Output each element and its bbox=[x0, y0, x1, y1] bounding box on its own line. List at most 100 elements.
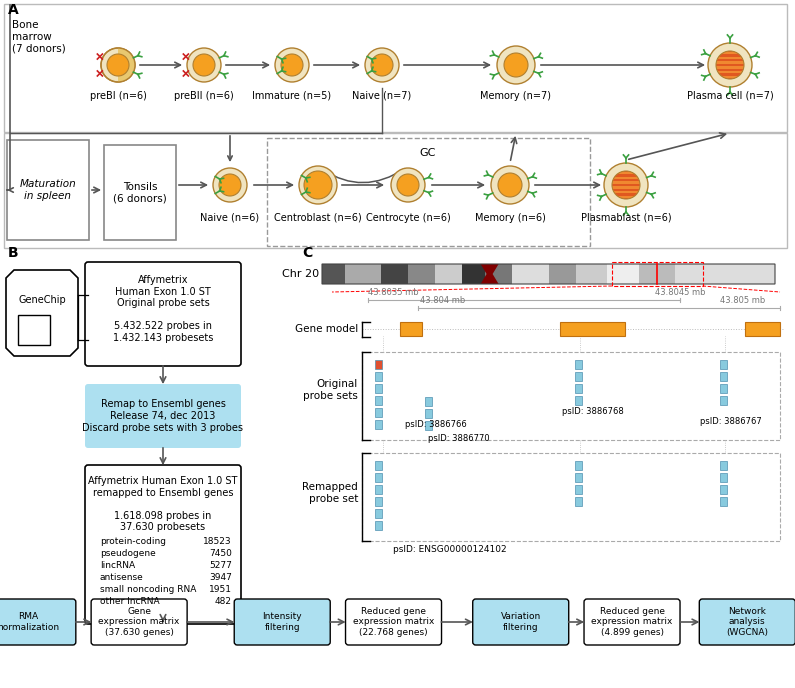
Bar bbox=[362, 352, 780, 440]
Text: 43.805 mb: 43.805 mb bbox=[720, 296, 766, 305]
Polygon shape bbox=[6, 270, 78, 356]
Text: GeneChip: GeneChip bbox=[18, 295, 66, 305]
Text: 7450: 7450 bbox=[209, 549, 232, 558]
Bar bbox=[375, 408, 382, 417]
Circle shape bbox=[101, 48, 135, 82]
Text: Tonsils
(6 donors): Tonsils (6 donors) bbox=[113, 182, 167, 204]
Circle shape bbox=[304, 171, 332, 199]
Text: 43.804 mb: 43.804 mb bbox=[420, 296, 465, 305]
Text: Network
analysis
(WGCNA): Network analysis (WGCNA) bbox=[727, 607, 768, 637]
FancyBboxPatch shape bbox=[85, 262, 241, 366]
Bar bbox=[575, 360, 582, 369]
Text: GC: GC bbox=[420, 148, 436, 158]
Bar bbox=[614, 177, 638, 179]
Text: psID: 3886768: psID: 3886768 bbox=[562, 407, 624, 416]
Bar bbox=[400, 322, 422, 336]
Text: B: B bbox=[8, 246, 18, 260]
Text: Naive (n=6): Naive (n=6) bbox=[200, 213, 259, 223]
Bar bbox=[375, 509, 382, 518]
Circle shape bbox=[107, 54, 129, 76]
Text: psID: 3886766: psID: 3886766 bbox=[405, 420, 467, 429]
Bar bbox=[718, 56, 742, 59]
Bar bbox=[375, 485, 382, 494]
Circle shape bbox=[391, 168, 425, 202]
Text: 18523: 18523 bbox=[204, 537, 232, 546]
Text: psID: ENSG00000124102: psID: ENSG00000124102 bbox=[394, 545, 507, 554]
Text: Variation
filtering: Variation filtering bbox=[501, 612, 541, 632]
FancyBboxPatch shape bbox=[91, 599, 187, 645]
Bar bbox=[575, 461, 582, 470]
FancyBboxPatch shape bbox=[104, 145, 176, 240]
FancyBboxPatch shape bbox=[584, 599, 680, 645]
Text: RMA
normalization: RMA normalization bbox=[0, 612, 59, 632]
Bar bbox=[575, 372, 582, 381]
Text: 5277: 5277 bbox=[209, 561, 232, 570]
Bar bbox=[575, 396, 582, 405]
Text: Affymetrix Human Exon 1.0 ST
remapped to Ensembl genes

1.618.098 probes in
37.6: Affymetrix Human Exon 1.0 ST remapped to… bbox=[88, 476, 238, 544]
Text: Gene model: Gene model bbox=[295, 324, 358, 334]
Bar bbox=[375, 497, 382, 506]
Text: Memory (n=6): Memory (n=6) bbox=[475, 213, 545, 223]
Text: Immature (n=5): Immature (n=5) bbox=[253, 91, 332, 101]
Bar bbox=[575, 473, 582, 482]
Text: A: A bbox=[8, 3, 19, 17]
Bar bbox=[612, 262, 703, 286]
Text: Bone
marrow
(7 donors): Bone marrow (7 donors) bbox=[12, 20, 66, 53]
Bar bbox=[375, 384, 382, 393]
Circle shape bbox=[299, 166, 337, 204]
Circle shape bbox=[397, 174, 419, 196]
Bar bbox=[639, 264, 675, 284]
Text: Maturation
in spleen: Maturation in spleen bbox=[20, 179, 76, 201]
Circle shape bbox=[708, 43, 752, 87]
Text: lincRNA: lincRNA bbox=[100, 561, 135, 570]
Bar bbox=[720, 461, 727, 470]
Bar bbox=[576, 264, 607, 284]
Text: 43.8045 mb: 43.8045 mb bbox=[655, 288, 705, 297]
Bar bbox=[720, 396, 727, 405]
Text: pseudogene: pseudogene bbox=[100, 549, 156, 558]
Bar bbox=[375, 473, 382, 482]
Text: 1951: 1951 bbox=[209, 585, 232, 594]
Bar bbox=[720, 360, 727, 369]
Circle shape bbox=[612, 171, 640, 199]
Text: psID: 3886770: psID: 3886770 bbox=[428, 434, 490, 443]
FancyBboxPatch shape bbox=[346, 599, 441, 645]
Circle shape bbox=[281, 54, 303, 76]
Bar bbox=[720, 485, 727, 494]
Bar bbox=[575, 497, 582, 506]
Bar bbox=[425, 421, 432, 430]
Bar bbox=[619, 196, 633, 198]
Text: Original
probe sets: Original probe sets bbox=[303, 379, 358, 401]
Bar bbox=[723, 52, 737, 54]
Bar bbox=[720, 384, 727, 393]
Text: 43.8035 mb: 43.8035 mb bbox=[368, 288, 419, 297]
Text: Remap to Ensembl genes
Release 74, dec 2013
Discard probe sets with 3 probes: Remap to Ensembl genes Release 74, dec 2… bbox=[83, 400, 243, 433]
Bar bbox=[723, 76, 737, 78]
Bar bbox=[549, 264, 576, 284]
Bar bbox=[575, 384, 582, 393]
Circle shape bbox=[213, 168, 247, 202]
Bar bbox=[18, 315, 50, 345]
Bar bbox=[612, 186, 640, 189]
Polygon shape bbox=[118, 48, 135, 82]
FancyBboxPatch shape bbox=[85, 384, 241, 448]
Bar bbox=[463, 264, 485, 284]
Circle shape bbox=[275, 48, 309, 82]
Bar bbox=[375, 360, 382, 369]
Bar bbox=[435, 264, 463, 284]
Bar bbox=[607, 264, 639, 284]
Text: Gene
expression matrix
(37.630 genes): Gene expression matrix (37.630 genes) bbox=[99, 607, 180, 637]
Bar bbox=[675, 264, 775, 284]
Text: Chr 20: Chr 20 bbox=[282, 269, 319, 279]
FancyBboxPatch shape bbox=[4, 133, 787, 248]
Text: Naive (n=7): Naive (n=7) bbox=[352, 91, 412, 101]
Circle shape bbox=[504, 53, 528, 77]
Text: Plasmablast (n=6): Plasmablast (n=6) bbox=[580, 213, 671, 223]
Text: small noncoding RNA: small noncoding RNA bbox=[100, 585, 196, 594]
FancyBboxPatch shape bbox=[7, 140, 89, 240]
Bar bbox=[408, 264, 435, 284]
Bar bbox=[716, 66, 744, 69]
Bar bbox=[485, 264, 512, 284]
Text: Intensity
filtering: Intensity filtering bbox=[262, 612, 302, 632]
Bar bbox=[745, 322, 780, 336]
